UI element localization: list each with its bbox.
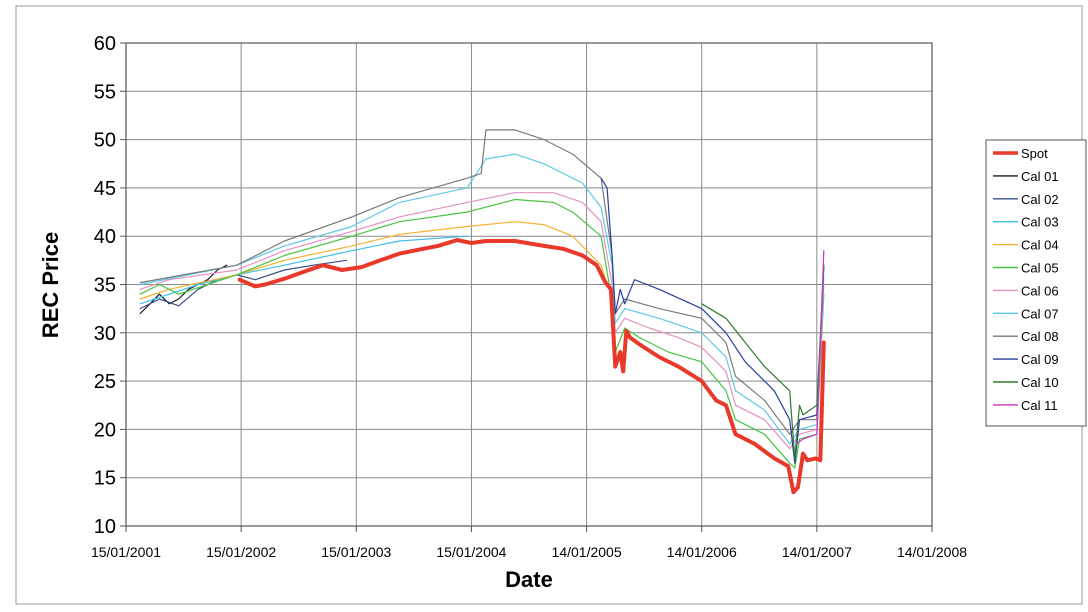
x-tick-label: 14/01/2006	[667, 544, 737, 560]
y-tick-label: 25	[94, 371, 116, 393]
legend-entry-label: Cal 04	[1021, 238, 1059, 253]
legend-entry-label: Cal 09	[1021, 352, 1059, 367]
y-tick-label: 40	[94, 226, 116, 248]
x-tick-label: 14/01/2005	[552, 544, 622, 560]
y-tick-label: 10	[94, 516, 116, 538]
y-tick-label: 55	[94, 81, 116, 103]
y-tick-label: 30	[94, 323, 116, 345]
legend-entry-label: Cal 11	[1021, 398, 1058, 413]
legend: Spot Cal 01 Cal 02 Cal 03 Cal 04 Cal 05 Cal 06…	[986, 140, 1086, 426]
x-tick-label: 14/01/2008	[897, 544, 967, 560]
y-tick-label: 15	[94, 468, 116, 490]
legend-entry-label: Spot	[1021, 146, 1048, 161]
legend-entry-label: Cal 01	[1021, 169, 1059, 184]
legend-entry-label: Cal 07	[1021, 306, 1059, 321]
y-tick-label: 20	[94, 419, 116, 441]
x-tick-label: 15/01/2001	[91, 544, 161, 560]
x-tick-label: 15/01/2003	[321, 544, 391, 560]
y-tick-label: 60	[94, 33, 116, 55]
legend-entry-label: Cal 10	[1021, 375, 1059, 390]
x-tick-label: 14/01/2007	[782, 544, 852, 560]
legend-entry-label: Cal 05	[1021, 261, 1059, 276]
x-axis-title: Date	[505, 567, 553, 592]
y-tick-label: 45	[94, 178, 116, 200]
x-tick-label: 15/01/2002	[206, 544, 276, 560]
x-tick-label: 15/01/2004	[436, 544, 506, 560]
legend-entry-label: Cal 06	[1021, 283, 1059, 298]
y-axis-title: REC Price	[38, 232, 63, 338]
y-tick-label: 35	[94, 275, 116, 297]
legend-entry-label: Cal 08	[1021, 329, 1059, 344]
legend-entry-label: Cal 03	[1021, 215, 1059, 230]
y-tick-label: 50	[94, 130, 116, 152]
legend-entry-label: Cal 02	[1021, 192, 1059, 207]
